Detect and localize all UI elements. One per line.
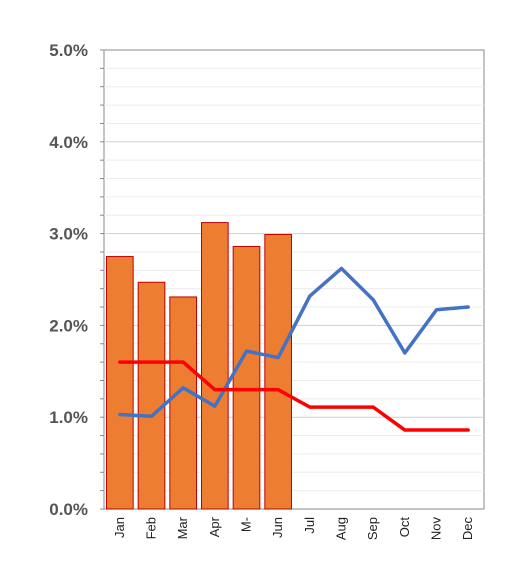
y-tick-label: 1.0% xyxy=(49,408,88,427)
y-tick-label: 2.0% xyxy=(49,316,88,335)
blue-series-line xyxy=(118,266,470,419)
x-tick-label: Jul xyxy=(302,517,317,534)
bar-jun xyxy=(264,234,293,510)
red-series-line xyxy=(118,360,470,432)
y-tick-label: 0.0% xyxy=(49,500,88,519)
bar-mar xyxy=(169,296,197,510)
x-tick-label: Aug xyxy=(334,517,349,540)
y-tick-label: 3.0% xyxy=(49,225,88,244)
x-tick-label: Jan xyxy=(112,517,127,538)
x-tick-label: Oct xyxy=(397,517,412,538)
bar-jan xyxy=(106,256,134,510)
x-tick-label: M- xyxy=(239,517,254,532)
bar-feb xyxy=(137,281,166,510)
gridlines xyxy=(104,67,484,492)
y-axis-minor-ticks xyxy=(100,49,104,510)
x-tick-label: Feb xyxy=(144,517,159,539)
plot-area xyxy=(103,49,485,510)
bar-apr xyxy=(201,222,229,510)
y-tick-label: 5.0% xyxy=(49,41,88,60)
line-series xyxy=(118,266,470,432)
bar-series xyxy=(106,222,293,510)
x-axis-tick-labels: Jan Feb Mar Apr M- Jun Jul Aug Sep Oct Nov Dec xyxy=(112,516,475,540)
x-tick-label: Dec xyxy=(460,517,475,541)
y-tick-label: 4.0% xyxy=(49,133,88,152)
x-tick-label: Apr xyxy=(207,516,222,537)
x-tick-label: Jun xyxy=(270,517,285,538)
x-tick-label: Sep xyxy=(365,517,380,540)
x-tick-label: Mar xyxy=(175,516,190,539)
bar-m xyxy=(232,245,261,510)
x-tick-label: Nov xyxy=(429,517,444,541)
y-axis-tick-labels: 0.0% 1.0% 2.0% 3.0% 4.0% 5.0% xyxy=(49,41,88,519)
